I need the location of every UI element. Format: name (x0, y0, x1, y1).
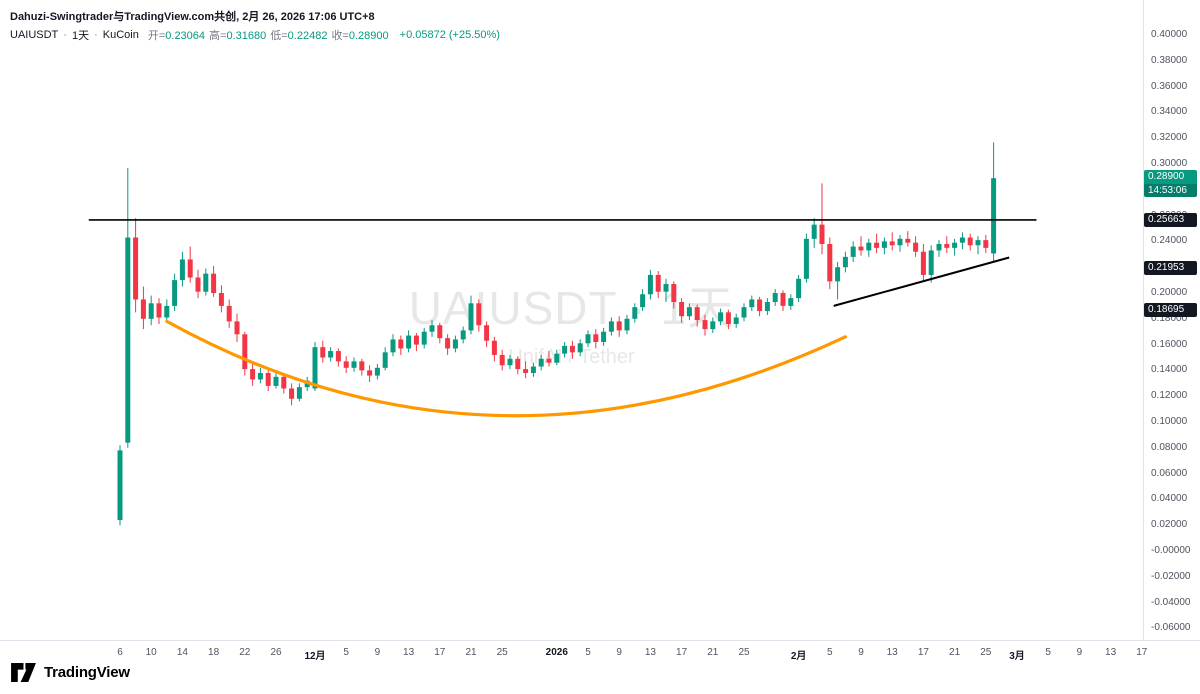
exchange-name: KuCoin (102, 29, 139, 41)
time-axis-label: 9 (616, 647, 622, 658)
price-axis-label: -0.04000 (1151, 596, 1191, 608)
tradingview-logo-icon (11, 662, 36, 683)
symbol-info-bar: UAIUSDT · 1天 · KuCoin 开=0.23064 高=0.31680… (10, 27, 500, 43)
time-axis-label: 14 (176, 647, 188, 658)
ohlc-label: 开= (147, 30, 166, 42)
price-axis-label: 0.04000 (1151, 493, 1188, 505)
separator-dot: · (94, 29, 98, 41)
time-axis-label: 25 (496, 647, 508, 658)
price-axis-label: 0.06000 (1151, 467, 1188, 479)
time-axis-label: 9 (1076, 647, 1083, 658)
ohlc-label: 低= (270, 30, 288, 42)
ohlc-value: 0.22482 (287, 30, 328, 42)
time-axis-label: 2月 (790, 651, 807, 662)
time-axis-label: 26 (270, 647, 282, 658)
ohlc-label: 收= (331, 30, 349, 42)
price-axis-label: -0.06000 (1151, 622, 1191, 634)
time-axis-label: 17 (434, 647, 446, 658)
price-axis-label: 0.22000 (1151, 261, 1188, 273)
time-axis-label: 18 (208, 647, 220, 658)
price-axis-label: 0.36000 (1151, 80, 1188, 92)
price-axis-label: 0.20000 (1151, 287, 1188, 298)
symbol-name: UAIUSDT (10, 29, 59, 41)
tradingview-logo[interactable]: TradingView (10, 662, 130, 683)
time-axis-label: 25 (980, 647, 992, 658)
price-axis-label: -0.02000 (1151, 570, 1191, 582)
ohlc-item: 高=0.31680 (209, 30, 266, 42)
time-axis-label: 9 (374, 647, 381, 658)
time-axis-label: 9 (858, 647, 864, 658)
price-axis-label: 0.28000 (1151, 183, 1188, 195)
time-axis-label: 6 (117, 647, 123, 658)
price-axis-label: 0.10000 (1151, 416, 1188, 427)
price-axis-label: 0.12000 (1151, 390, 1188, 402)
time-axis-label: 3月 (1009, 651, 1025, 662)
time-axis-label: 2026 (545, 647, 568, 658)
ohlc-item: 收=0.28900 (331, 30, 388, 42)
snapshot-attribution: Dahuzi-Swingtrader与TradingView.com共创, 2月… (10, 11, 375, 23)
ohlc-item: 开=0.23064 (148, 30, 205, 42)
time-axis-label: 21 (949, 647, 961, 658)
time-axis-label: 17 (917, 647, 929, 658)
price-axis-label: 0.16000 (1151, 338, 1188, 350)
time-axis-label: 13 (644, 647, 656, 658)
price-change: +0.05872 (+25.50%) (399, 29, 500, 41)
price-axis-label: 0.18000 (1151, 312, 1188, 324)
tradingview-logo-text: TradingView (44, 664, 130, 681)
price-axis-label: 0.32000 (1151, 132, 1188, 144)
time-axis-label: 13 (403, 647, 415, 658)
ohlc-value: 0.23064 (165, 30, 206, 42)
time-axis-label: 10 (145, 647, 157, 658)
time-axis-label: 22 (239, 647, 251, 658)
price-axis-label: 0.40000 (1151, 29, 1188, 40)
price-axis-label: 0.30000 (1151, 158, 1188, 169)
time-axis-label: 13 (886, 647, 898, 658)
time-axis[interactable]: 6 10 14 18 22 26 12月 5 9 13 17 21 25 2026 5 9 13 17 21 25 2月… (0, 640, 1200, 694)
price-axis-label: 0.02000 (1151, 519, 1188, 531)
ohlc-label: 高= (209, 30, 227, 42)
time-axis-label: 12月 (304, 651, 326, 662)
time-axis-label: 17 (676, 647, 688, 658)
price-axis[interactable]: 0.40000 0.38000 0.36000 0.34000 0.32000 0.300… (1143, 0, 1200, 640)
separator-dot: · (63, 29, 67, 41)
price-axis-label: 0.34000 (1151, 106, 1188, 118)
time-axis-label: 13 (1105, 647, 1117, 658)
time-axis-label: 21 (465, 647, 477, 658)
time-axis-label: 17 (1136, 647, 1148, 658)
ohlc-value: 0.28900 (348, 30, 389, 42)
candlestick-chart[interactable] (0, 0, 1200, 640)
time-axis-label: 5 (585, 647, 591, 658)
chart-interval: 1天 (71, 30, 90, 42)
price-axis-label: 0.38000 (1151, 54, 1188, 66)
time-axis-label: 21 (707, 647, 719, 658)
price-axis-label: -0.00000 (1151, 545, 1191, 556)
price-axis-label: 0.14000 (1151, 364, 1188, 376)
price-axis-label: 0.24000 (1151, 235, 1188, 247)
price-axis-label: 0.26000 (1151, 209, 1188, 221)
ohlc-values: 开=0.23064 高=0.31680 低=0.22482 收=0.28900 (144, 27, 389, 43)
time-axis-label: 5 (1045, 647, 1051, 658)
price-axis-label: 0.08000 (1151, 441, 1188, 453)
ohlc-value: 0.31680 (226, 30, 267, 42)
ohlc-item: 低=0.22482 (270, 30, 327, 42)
time-axis-label: 5 (827, 647, 833, 658)
time-axis-label: 25 (738, 647, 750, 658)
time-axis-label: 5 (343, 647, 349, 658)
